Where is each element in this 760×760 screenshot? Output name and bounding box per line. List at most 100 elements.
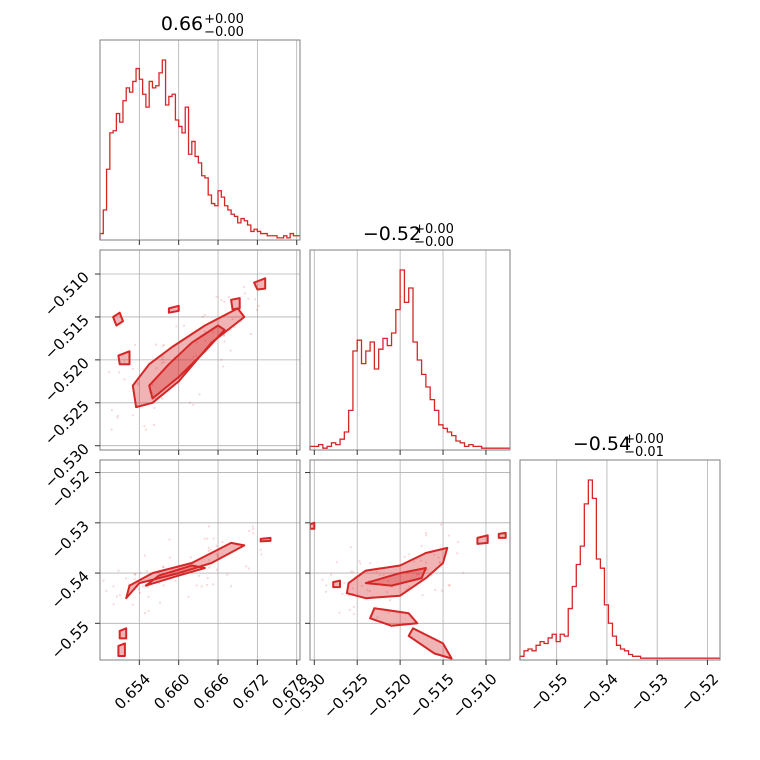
sample-point (386, 590, 389, 594)
sample-point (198, 393, 201, 396)
y-tick-label: −0.54 (48, 567, 93, 612)
pair-panel-1-2 (305, 459, 511, 665)
sample-point (131, 367, 135, 371)
sample-point (257, 304, 260, 307)
param-title-upper-1: +0.00 (414, 222, 454, 237)
param-title-upper-0: +0.00 (204, 12, 244, 27)
sample-point (387, 611, 390, 614)
sample-point (118, 593, 122, 597)
sample-point (192, 356, 195, 359)
sample-point (211, 331, 215, 334)
sample-point (207, 549, 210, 552)
sample-point (187, 595, 190, 599)
sample-point (162, 565, 165, 568)
param-title-lower-0: −0.00 (204, 25, 244, 40)
sample-point (215, 552, 218, 556)
sample-point (131, 603, 134, 606)
sample-point (112, 603, 115, 606)
contour-3 (117, 642, 126, 657)
sample-point (387, 579, 390, 582)
x-tick-label: −0.53 (627, 670, 672, 715)
sample-point (161, 344, 164, 347)
sample-point (147, 609, 150, 612)
contour-2 (112, 311, 124, 327)
y-tick-label: −0.53 (48, 517, 93, 562)
sample-point (195, 341, 198, 344)
sample-point (115, 595, 118, 598)
histogram-1 (309, 269, 510, 450)
sample-point (440, 589, 444, 592)
contour-1 (148, 324, 226, 400)
contour-1 (144, 564, 206, 587)
sample-point (382, 573, 385, 576)
sample-point (110, 408, 114, 412)
sample-point (175, 325, 178, 328)
contour-5 (497, 531, 507, 539)
sample-point (321, 578, 324, 581)
sample-point (215, 545, 218, 548)
hist-panel-1: −0.52+0.00−0.00 (309, 222, 511, 455)
x-tick-label: 0.660 (150, 670, 193, 713)
sample-point (407, 585, 411, 588)
sample-point (143, 424, 146, 428)
sample-point (325, 584, 328, 587)
sample-point (368, 590, 371, 593)
y-tick-label: −0.515 (41, 311, 93, 363)
sample-point (408, 553, 411, 556)
sample-point (259, 548, 262, 551)
sample-point (141, 585, 145, 588)
sample-point (139, 572, 142, 575)
sample-point (247, 297, 250, 300)
sample-point (426, 568, 429, 571)
sample-point (330, 573, 333, 576)
sample-point (174, 579, 177, 582)
panel-content (100, 250, 300, 450)
sample-point (421, 594, 424, 597)
x-tick-label: 0.672 (229, 670, 272, 713)
sample-point (456, 552, 459, 555)
sample-point (168, 538, 171, 541)
sample-point (243, 292, 246, 295)
sample-point (161, 358, 164, 361)
sample-point (462, 571, 465, 574)
sample-point (125, 577, 128, 580)
x-tick-label: −0.52 (677, 670, 722, 715)
sample-point (447, 534, 450, 537)
sample-point (117, 569, 120, 572)
sample-point (105, 589, 108, 592)
sample-point (231, 317, 234, 321)
sample-point (438, 561, 441, 564)
sample-point (349, 570, 353, 573)
sample-point (216, 555, 219, 559)
sample-point (256, 308, 259, 312)
sample-point (425, 561, 428, 564)
sample-point (158, 601, 162, 604)
sample-point (223, 300, 226, 303)
param-title-lower-2: −0.01 (624, 445, 664, 460)
sample-point (123, 360, 126, 363)
y-tick-label: −0.520 (41, 354, 93, 406)
sample-point (201, 315, 204, 318)
sample-point (200, 585, 203, 588)
sample-point (343, 581, 346, 585)
sample-point (110, 428, 113, 431)
panel-frame (309, 249, 511, 451)
sample-point (137, 588, 141, 591)
hist-panel-2: −0.54+0.00−0.01 (519, 432, 721, 665)
sample-point (361, 584, 364, 588)
sample-point (203, 330, 206, 333)
sample-point (222, 365, 225, 368)
sample-point (137, 383, 140, 386)
sample-point (324, 590, 328, 593)
sample-point (229, 349, 232, 352)
sample-point (341, 592, 344, 596)
sample-point (338, 611, 341, 614)
sample-point (206, 537, 209, 540)
sample-point (439, 561, 442, 564)
panel-frame (99, 459, 301, 661)
panel-content (100, 460, 300, 660)
sample-point (207, 525, 211, 528)
sample-point (131, 414, 135, 417)
sample-point (155, 367, 158, 370)
